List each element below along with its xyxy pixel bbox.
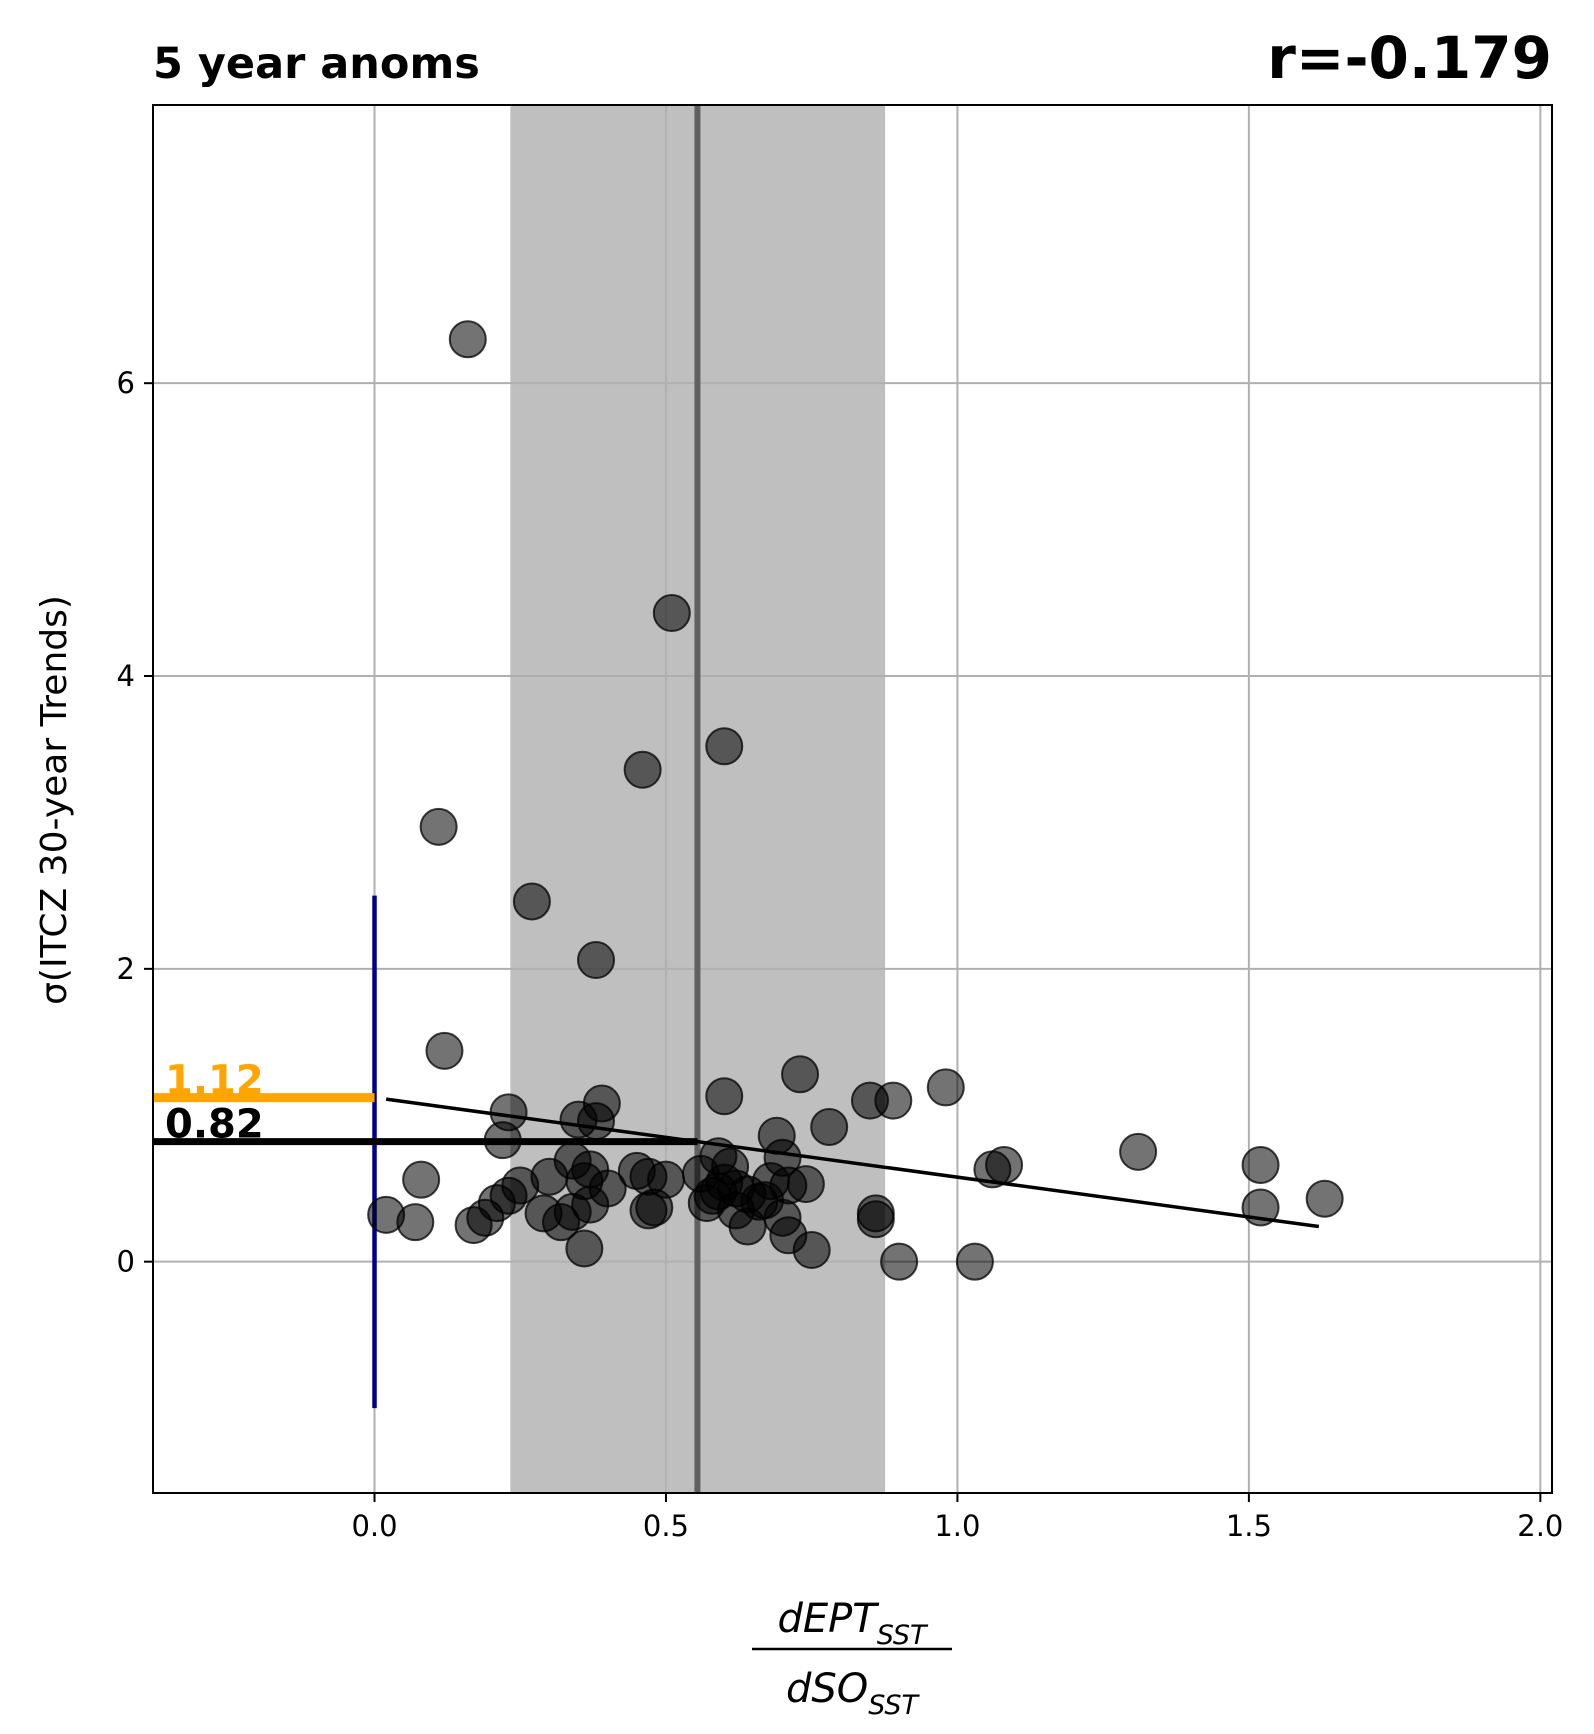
scatter-point <box>623 750 662 789</box>
scatter-point <box>926 1068 965 1107</box>
scatter-point <box>955 1242 994 1281</box>
x-axis-label-numerator: dEPTSST <box>777 1596 929 1651</box>
scatter-point <box>1241 1188 1280 1227</box>
scatter-point <box>1119 1132 1158 1171</box>
scatter-point <box>1241 1146 1280 1185</box>
scatter-point <box>652 594 691 633</box>
scatter-point <box>705 1077 744 1116</box>
x-tick-label: 1.5 <box>1226 1509 1272 1543</box>
scatter-point <box>512 882 551 921</box>
scatter-point <box>728 1207 767 1246</box>
scatter-point <box>874 1081 913 1120</box>
annotation-label-orange: 1.12 <box>165 1058 264 1104</box>
vertical-lines-layer <box>372 105 701 1493</box>
y-tick-label: 4 <box>117 659 135 693</box>
annotation-lines-layer <box>153 1093 698 1146</box>
scatter-point <box>419 807 458 846</box>
scatter-points-layer <box>367 320 1344 1281</box>
scatter-point <box>402 1160 441 1199</box>
regression-layer <box>385 1097 1320 1229</box>
scatter-point <box>577 1102 616 1141</box>
y-tick-label: 2 <box>117 952 135 986</box>
scatter-point <box>880 1242 919 1281</box>
scatter-point <box>577 941 616 980</box>
scatter-point <box>483 1121 522 1160</box>
scatter-point <box>448 320 487 359</box>
scatter-point <box>810 1107 849 1146</box>
y-tick-label: 0 <box>117 1245 135 1279</box>
scatter-point <box>985 1146 1024 1185</box>
chart-title: 5 year anoms <box>153 39 480 89</box>
grid-layer <box>153 105 1552 1493</box>
plot-frame <box>152 104 1553 1494</box>
scatter-point <box>1305 1179 1344 1218</box>
regression-line <box>385 1097 1320 1229</box>
x-tick-label: 1.0 <box>934 1509 980 1543</box>
annotation-labels-layer: 1.120.82 <box>165 1058 264 1148</box>
x-axis-label-denominator: dSOSST <box>786 1666 921 1721</box>
scatter-point <box>489 1176 528 1215</box>
y-tick-label: 6 <box>117 366 135 400</box>
scatter-point <box>425 1031 464 1070</box>
y-ticks: 0 2 4 6 <box>117 366 153 1279</box>
scatter-point <box>396 1203 435 1242</box>
correlation-label: r=-0.179 <box>1267 24 1552 92</box>
scatter-point <box>792 1230 831 1269</box>
annotation-label-black: 0.82 <box>165 1102 264 1148</box>
scatter-point <box>571 1185 610 1224</box>
x-axis-label: dEPTSST dSOSST <box>752 1596 952 1721</box>
x-tick-label: 0.0 <box>351 1509 397 1543</box>
scatter-point <box>635 1188 674 1227</box>
x-tick-label: 2.0 <box>1517 1509 1563 1543</box>
scatter-point <box>705 727 744 766</box>
scatter-point <box>856 1200 895 1239</box>
scatter-point <box>565 1229 604 1268</box>
x-tick-label: 0.5 <box>643 1509 689 1543</box>
x-ticks: 0.0 0.5 1.0 1.5 2.0 <box>351 1493 1563 1543</box>
y-axis-label: σ(ITCZ 30-year Trends) <box>34 595 75 1005</box>
scatter-point <box>781 1055 820 1094</box>
scatter-point <box>786 1165 825 1204</box>
